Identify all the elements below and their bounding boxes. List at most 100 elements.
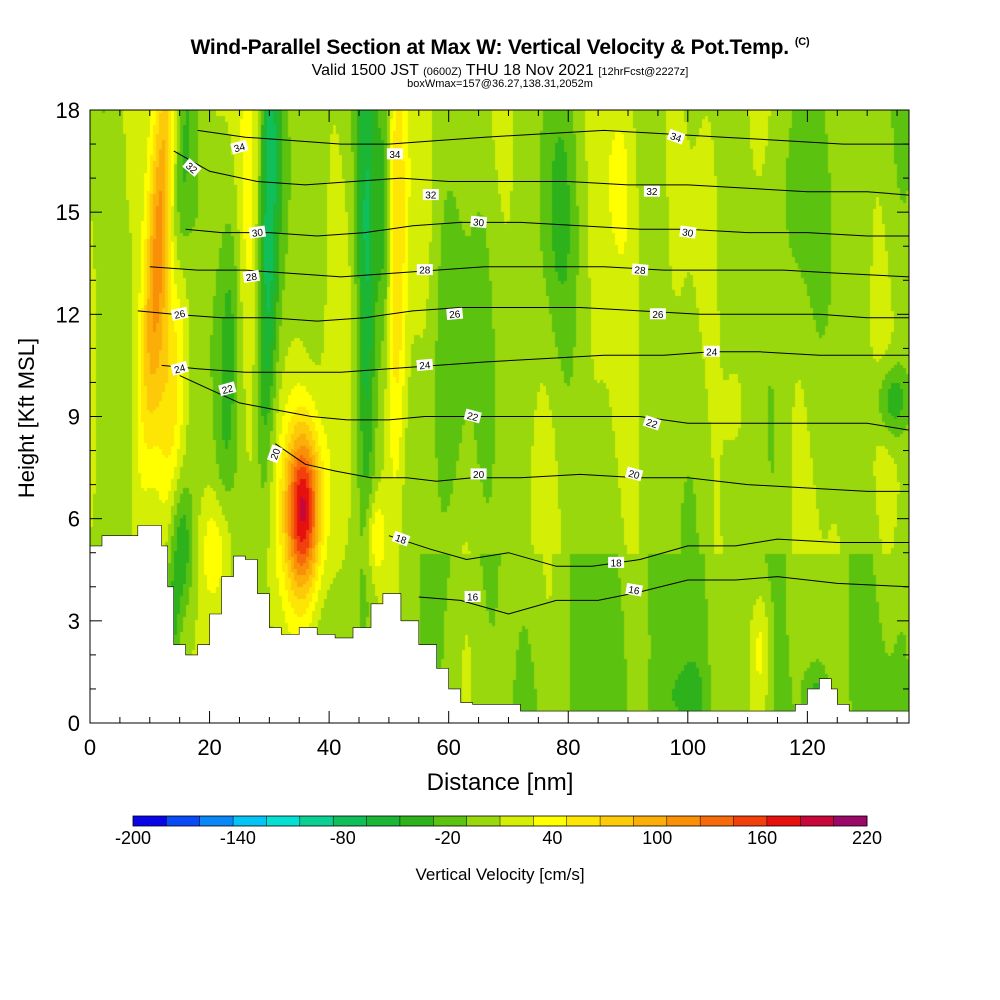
- contour-label-28: 28: [416, 264, 433, 277]
- colorbar-swatch: [733, 816, 768, 826]
- colorbar-swatch: [633, 816, 668, 826]
- contour-label-text: 22: [466, 411, 480, 425]
- contour-label-text: 24: [419, 360, 431, 372]
- contour-label-box: [170, 306, 189, 321]
- contour-label-18: 18: [608, 556, 625, 569]
- contour-label-box: [625, 582, 643, 597]
- colorbar-swatch: [833, 816, 868, 826]
- contour-label-32: 32: [643, 185, 660, 198]
- x-tick-label: 60: [436, 735, 460, 760]
- colorbar-swatch: [333, 816, 368, 826]
- copyright-mark: (C): [794, 36, 810, 48]
- contour-label-box: [391, 530, 411, 547]
- colorbar-swatch: [266, 816, 301, 826]
- colorbar-tick-label: -200: [115, 828, 151, 848]
- contour-label-text: 20: [627, 469, 641, 483]
- contour-label-box: [666, 128, 686, 145]
- y-axis-label: Height [Kft MSL]: [14, 338, 39, 498]
- contour-label-text: 34: [233, 142, 247, 156]
- colorbar-swatch: [566, 816, 601, 826]
- y-tick-label: 15: [56, 200, 80, 225]
- contour-label-text: 22: [221, 383, 235, 397]
- colorbar-swatch: [299, 816, 334, 826]
- contour-label-text: 24: [706, 347, 718, 358]
- contour-label-box: [230, 139, 249, 155]
- colorbar-swatch: [533, 816, 568, 826]
- x-tick-label: 0: [84, 735, 96, 760]
- contour-label-18: 18: [391, 530, 411, 547]
- colorbar-tick-label: -80: [330, 828, 356, 848]
- theta-contour-26: [137, 307, 909, 322]
- colorbar-tick-label: 160: [747, 828, 777, 848]
- contour-label-box: [470, 468, 487, 480]
- contour-label-box: [446, 307, 464, 320]
- x-tick-label: 20: [197, 735, 221, 760]
- colorbar-swatch: [466, 816, 501, 826]
- contour-label-text: 34: [668, 131, 683, 145]
- contour-label-30: 30: [679, 225, 697, 240]
- x-axis-label: Distance [nm]: [427, 769, 574, 796]
- contour-label-30: 30: [470, 215, 488, 229]
- contour-label-text: 22: [645, 417, 659, 431]
- contour-label-26: 26: [446, 307, 464, 321]
- contour-label-box: [464, 591, 481, 602]
- chart-title: Wind-Parallel Section at Max W: Vertical…: [190, 36, 810, 59]
- contour-label-text: 30: [681, 227, 694, 240]
- colorbar-swatch: [700, 816, 735, 826]
- contour-label-box: [608, 556, 625, 568]
- colorbar-swatch: [199, 816, 234, 826]
- theta-contour-24: [161, 351, 909, 373]
- contour-label-text: 20: [269, 447, 283, 462]
- colorbar-tick-label: 220: [852, 828, 882, 848]
- colorbar-swatch: [500, 816, 534, 826]
- contour-label-24: 24: [416, 358, 434, 372]
- contour-label-box: [470, 215, 488, 229]
- y-tick-label: 9: [68, 405, 80, 430]
- colorbar-tick-label: 100: [642, 828, 672, 848]
- contour-label-text: 30: [472, 217, 484, 229]
- x-tick-label: 80: [556, 735, 580, 760]
- contour-label-box: [266, 444, 283, 464]
- contour-label-box: [182, 158, 202, 177]
- contour-label-box: [242, 269, 261, 283]
- contour-label-22: 22: [218, 381, 237, 397]
- contour-label-box: [642, 415, 662, 431]
- colorbar-swatch: [366, 816, 401, 826]
- contour-label-20: 20: [266, 444, 283, 464]
- contour-label-28: 28: [631, 263, 649, 277]
- colorbar-tick-label: -140: [220, 828, 256, 848]
- contour-label-16: 16: [464, 591, 481, 604]
- colorbar: -200 -140 -80 -20 40 100 160 220: [115, 815, 882, 848]
- theta-contour-28: [149, 266, 910, 278]
- contour-label-text: 28: [419, 266, 431, 277]
- contour-label-text: 30: [251, 227, 264, 240]
- terrain-mask: [89, 525, 910, 724]
- x-tick-label: 120: [789, 735, 826, 760]
- x-axis: 0 20 40 60 80 100 120: [84, 110, 898, 760]
- forecast-info: [12hrFcst@2227z]: [598, 66, 689, 78]
- contour-label-box: [624, 466, 644, 482]
- colorbar-tick-label: 40: [542, 828, 562, 848]
- contour-label-22: 22: [463, 408, 482, 425]
- contour-label-26: 26: [649, 308, 666, 321]
- valid-prefix: Valid 1500 JST: [311, 62, 419, 79]
- contour-label-34: 34: [230, 139, 249, 156]
- contour-label-34: 34: [666, 128, 686, 145]
- contour-label-34: 34: [386, 148, 403, 161]
- colorbar-swatch: [166, 816, 201, 826]
- contour-label-24: 24: [170, 360, 189, 377]
- colorbar-swatch: [666, 816, 701, 826]
- theta-contour-30: [185, 221, 909, 237]
- contour-label-box: [386, 148, 403, 160]
- contour-label-text: 18: [393, 533, 408, 547]
- valid-utc: (0600Z): [423, 66, 462, 78]
- contour-label-box: [679, 225, 697, 239]
- y-tick-label: 6: [68, 507, 80, 532]
- colorbar-swatch: [800, 816, 835, 826]
- contour-label-box: [416, 264, 433, 276]
- contour-label-20: 20: [624, 466, 644, 483]
- contour-label-text: 20: [473, 470, 485, 481]
- contour-label-text: 26: [173, 309, 187, 322]
